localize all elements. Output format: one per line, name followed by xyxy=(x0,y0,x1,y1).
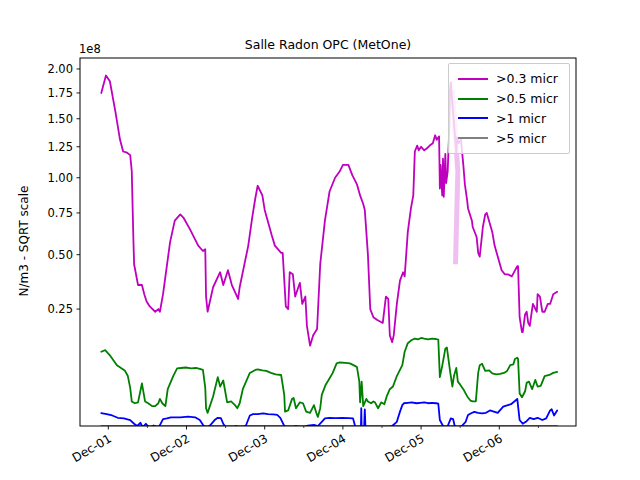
y-tick-label: 0.75 xyxy=(47,206,73,220)
x-tick-label: Dec-06 xyxy=(461,431,505,465)
legend-line-swatch xyxy=(458,137,488,139)
legend-label: >0.3 micr xyxy=(496,71,558,86)
y-axis-label: N/m3 - SQRT scale xyxy=(17,171,31,311)
legend-line-swatch xyxy=(458,78,488,80)
y-tick-label: 0.50 xyxy=(47,248,73,262)
x-tick-label: Dec-03 xyxy=(226,431,270,465)
legend-item: >5 micr xyxy=(458,131,563,146)
x-tick-label: Dec-05 xyxy=(383,431,427,465)
legend-label: >5 micr xyxy=(496,131,546,146)
y-tick-label: 1.00 xyxy=(47,171,73,185)
legend-line-swatch xyxy=(458,98,488,100)
figure: 2.00 1.75 1.50 1.25 1.00 0.75 0.50 0.25 Dec-01 De… xyxy=(0,0,640,480)
chart-title: Salle Radon OPC (MetOne) xyxy=(80,37,576,52)
legend: >0.3 micr >0.5 micr >1 micr >5 micr xyxy=(448,63,570,154)
legend-item: >0.3 micr xyxy=(458,71,563,86)
x-tick-label: Dec-01 xyxy=(70,431,114,465)
series-line--0.5-micr xyxy=(101,338,557,417)
legend-label: >1 micr xyxy=(496,111,546,126)
y-tick-label: 1.50 xyxy=(47,112,73,126)
legend-label: >0.5 micr xyxy=(496,91,558,106)
y-tick-label: 1.75 xyxy=(47,86,73,100)
y-tick-label: 0.25 xyxy=(47,302,73,316)
legend-line-swatch xyxy=(458,117,488,119)
x-tick-label: Dec-02 xyxy=(148,431,192,465)
x-tick-label: Dec-04 xyxy=(304,431,348,465)
y-tick-label: 2.00 xyxy=(47,62,73,76)
legend-item: >0.5 micr xyxy=(458,91,563,106)
legend-item: >1 micr xyxy=(458,111,563,126)
y-tick-label: 1.25 xyxy=(47,140,73,154)
